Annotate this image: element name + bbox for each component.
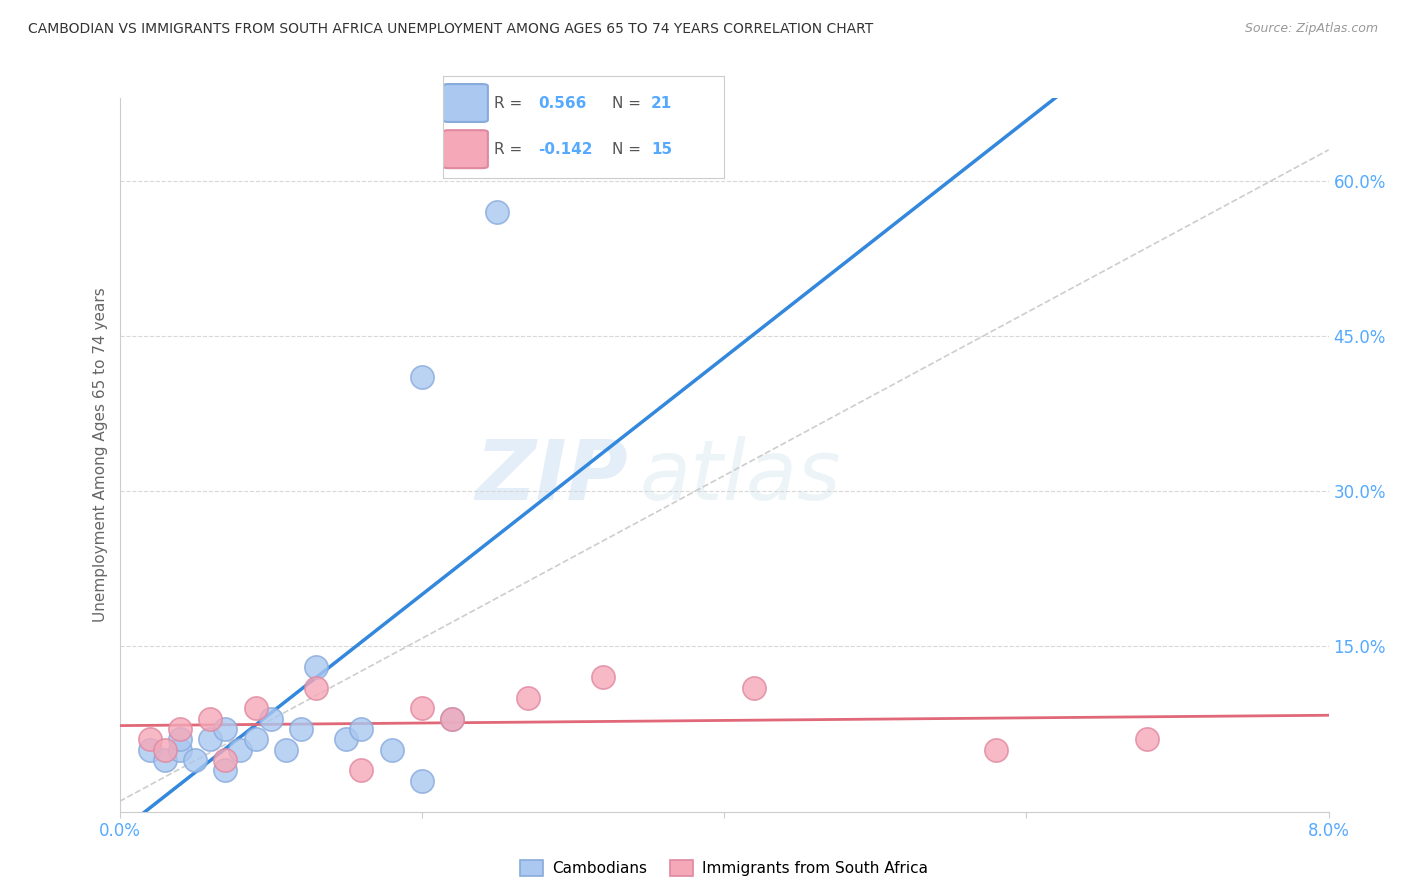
Point bbox=[411, 370, 433, 384]
FancyBboxPatch shape bbox=[443, 84, 488, 122]
FancyBboxPatch shape bbox=[443, 130, 488, 168]
Point bbox=[245, 701, 267, 715]
Point bbox=[486, 205, 509, 219]
Point bbox=[984, 742, 1007, 756]
Text: 15: 15 bbox=[651, 142, 672, 157]
Point bbox=[742, 681, 765, 695]
Legend: Cambodians, Immigrants from South Africa: Cambodians, Immigrants from South Africa bbox=[515, 855, 934, 882]
Point bbox=[200, 732, 222, 747]
Point bbox=[305, 681, 328, 695]
Point bbox=[214, 753, 236, 767]
Text: atlas: atlas bbox=[640, 436, 841, 516]
Point bbox=[169, 722, 191, 736]
Text: -0.142: -0.142 bbox=[538, 142, 593, 157]
Point bbox=[214, 764, 236, 778]
Point bbox=[335, 732, 357, 747]
Point bbox=[153, 753, 176, 767]
Point bbox=[411, 701, 433, 715]
Point bbox=[274, 742, 297, 756]
Text: R =: R = bbox=[494, 96, 527, 111]
Text: R =: R = bbox=[494, 142, 527, 157]
Point bbox=[592, 670, 614, 684]
Point bbox=[169, 742, 191, 756]
Point bbox=[516, 690, 538, 705]
Point bbox=[350, 722, 373, 736]
Point bbox=[214, 722, 236, 736]
Point bbox=[440, 712, 463, 726]
Point bbox=[138, 742, 162, 756]
Point bbox=[259, 712, 281, 726]
Point bbox=[245, 732, 267, 747]
Text: N =: N = bbox=[612, 142, 645, 157]
Text: Source: ZipAtlas.com: Source: ZipAtlas.com bbox=[1244, 22, 1378, 36]
Point bbox=[440, 712, 463, 726]
Point bbox=[169, 732, 191, 747]
Text: N =: N = bbox=[612, 96, 645, 111]
Y-axis label: Unemployment Among Ages 65 to 74 years: Unemployment Among Ages 65 to 74 years bbox=[93, 287, 108, 623]
Point bbox=[200, 712, 222, 726]
Text: CAMBODIAN VS IMMIGRANTS FROM SOUTH AFRICA UNEMPLOYMENT AMONG AGES 65 TO 74 YEARS: CAMBODIAN VS IMMIGRANTS FROM SOUTH AFRIC… bbox=[28, 22, 873, 37]
Text: 0.566: 0.566 bbox=[538, 96, 586, 111]
Text: 21: 21 bbox=[651, 96, 672, 111]
Point bbox=[138, 732, 162, 747]
Point bbox=[1136, 732, 1159, 747]
Point bbox=[411, 773, 433, 788]
Point bbox=[350, 764, 373, 778]
Point bbox=[290, 722, 312, 736]
Text: ZIP: ZIP bbox=[475, 436, 627, 516]
Point bbox=[380, 742, 402, 756]
Point bbox=[184, 753, 207, 767]
Point bbox=[153, 742, 176, 756]
Point bbox=[229, 742, 252, 756]
Point bbox=[305, 660, 328, 674]
